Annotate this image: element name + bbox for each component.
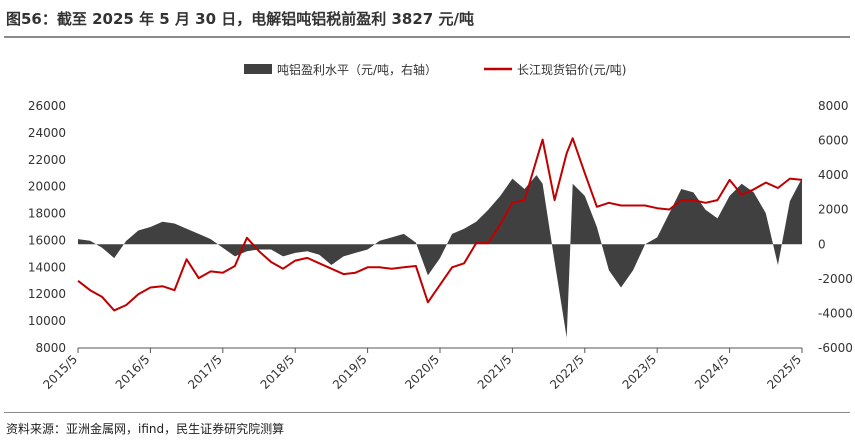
y-left-tick-label: 18000: [28, 207, 66, 221]
y-right-tick-label: -4000: [818, 306, 853, 320]
plot-area: [77, 137, 803, 338]
y-right-tick-label: 0: [818, 237, 826, 251]
legend-label-profit: 吨铝盈利水平（元/吨，右轴）: [277, 62, 437, 77]
y-left-tick-label: 22000: [28, 153, 66, 167]
y-left-tick-label: 10000: [28, 314, 66, 328]
y-left-tick-label: 20000: [28, 180, 66, 194]
title-divider: [4, 36, 850, 38]
x-tick-label: 2020/5: [402, 352, 442, 392]
y-left-tick-label: 12000: [28, 287, 66, 301]
x-tick-label: 2016/5: [113, 352, 153, 392]
x-tick-label: 2024/5: [692, 352, 732, 392]
legend-swatch-profit: [244, 64, 272, 74]
x-tick-label: 2021/5: [475, 352, 515, 392]
source-note: 资料来源：亚洲金属网，ifind，民生证券研究院测算: [6, 422, 285, 436]
source-divider: [4, 412, 850, 413]
y-right-tick-label: 6000: [818, 134, 849, 148]
legend-label-price: 长江现货铝价(元/吨): [517, 62, 626, 77]
x-tick-label: 2022/5: [547, 352, 587, 392]
y-left-tick-label: 16000: [28, 233, 66, 247]
y-right-tick-label: -2000: [818, 272, 853, 286]
x-tick-label: 2015/5: [40, 352, 80, 392]
y-left-tick-label: 24000: [28, 126, 66, 140]
x-tick-label: 2017/5: [185, 352, 225, 392]
x-tick-label: 2019/5: [330, 352, 370, 392]
x-tick-label: 2023/5: [620, 352, 660, 392]
x-tick-label: 2018/5: [258, 352, 298, 392]
chart-title: 图56：截至 2025 年 5 月 30 日，电解铝吨铝税前盈利 3827 元/…: [6, 10, 474, 28]
x-tick-label: 2025/5: [764, 352, 804, 392]
profit-area: [78, 175, 802, 338]
price-line: [77, 137, 803, 312]
y-right-tick-label: 4000: [818, 168, 849, 182]
legend: 吨铝盈利水平（元/吨，右轴） 长江现货铝价(元/吨): [244, 62, 626, 77]
y-right-tick-label: 2000: [818, 203, 849, 217]
y-right-tick-label: 8000: [818, 99, 849, 113]
y-right-tick-label: -6000: [818, 341, 853, 355]
y-left-tick-label: 14000: [28, 260, 66, 274]
y-left-tick-label: 8000: [35, 341, 66, 355]
chart-svg: 吨铝盈利水平（元/吨，右轴） 长江现货铝价(元/吨) 8000 10000 12000…: [28, 62, 853, 392]
y-left-tick-label: 26000: [28, 99, 66, 113]
